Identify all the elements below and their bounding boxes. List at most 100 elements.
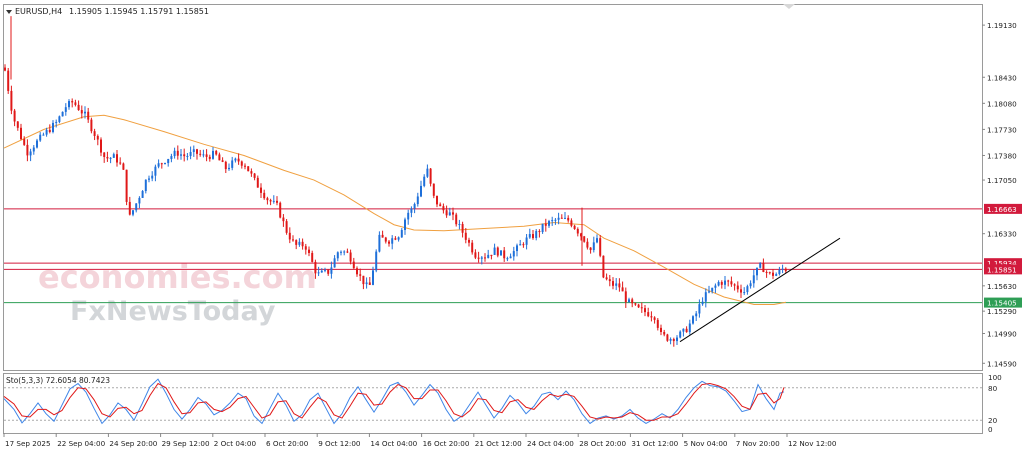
candle-body [20,127,22,140]
candle-body [749,283,752,287]
candle-body [589,247,592,251]
candle-body [196,149,198,154]
candle-body [244,165,246,167]
level-label-last: 1.15851 [987,265,1017,274]
candle-body [583,236,586,242]
candle-body [410,208,413,213]
candle-body [468,239,470,243]
candle-body [698,304,701,314]
price-tick-label: 1.17380 [987,151,1017,160]
candle-body [503,250,506,259]
candle-body [368,282,371,285]
candle-body [628,299,630,303]
candle-body [564,217,566,219]
candle-body [512,251,515,257]
candle-body [103,152,106,157]
candle-body [311,252,314,262]
candle-body [445,210,448,216]
candle-body [148,178,150,180]
candle-body [202,154,205,156]
candle-body [592,242,595,251]
scroll-marker-icon[interactable] [783,4,795,9]
trendline[interactable] [679,237,841,343]
level-label-support-bg [984,297,1022,308]
candle-body [672,339,675,342]
candle-body [157,163,160,167]
menu-triangle-icon[interactable] [6,10,12,14]
candle-body [381,234,384,238]
price-tick-label: 1.15290 [987,307,1017,316]
candle-body [656,319,659,328]
candle-body [173,150,176,157]
candle-body [733,284,736,286]
candle-body [64,107,67,112]
candle-body [455,214,458,225]
time-axis: 17 Sep 2025 22 Sep 04:00 24 Sep 20:00 29 Se… [3,433,837,448]
candle-body [711,287,714,292]
candle-body [730,281,733,285]
candle-body [205,154,208,157]
candle-body [80,110,83,114]
stochastic-axis: 100 80 200 [988,373,1002,434]
candle-body [682,328,685,332]
candle-body [567,217,570,221]
candle-body [624,291,627,303]
level-label-resistance-bg [984,203,1022,214]
price-tick-label: 1.17730 [987,125,1017,134]
candle-body [631,299,634,304]
candle-body [615,283,618,286]
candle-body [256,177,259,188]
candle-body [119,162,122,164]
candle-body [224,161,227,170]
watermark-economies: economies.com [38,258,317,296]
candle-body [7,70,10,91]
candle-body [87,111,90,120]
candle-body [391,238,394,244]
candle-body [208,156,211,159]
candle-body [231,160,234,168]
candle-body [669,339,672,341]
candle-body [263,192,266,199]
candle-body [621,287,624,292]
candle-body [333,258,336,268]
candle-body [544,223,547,226]
price-tick-label: 1.14590 [987,359,1017,368]
candle-body [144,179,147,192]
price-tick-label: 1.17050 [987,176,1017,185]
candle-body [282,217,285,222]
level-label-current: 1.15934 [987,259,1017,268]
candle-body [176,150,179,156]
candle-body [772,272,774,276]
candle-body [452,212,454,215]
candle-body [23,139,26,145]
candle-body [420,185,422,197]
candle-body [240,161,243,166]
candle-body [349,252,352,262]
candle-body [413,204,416,209]
candle-body [295,240,298,245]
candle-body [32,147,35,152]
candle-body [756,267,758,276]
candle-body [775,274,778,276]
candle-body [228,167,230,170]
candle-body [532,234,534,239]
candle-body [266,198,269,201]
candle-body [308,249,310,253]
candle-body [496,247,499,256]
candle-body [125,169,128,202]
candle-body [141,191,144,198]
candle-body [42,134,45,136]
time-tick-label: 2 Oct 04:00 [214,439,257,448]
candle-body [93,131,96,136]
stochastic-label: Sto(5,3,3) 72.6054 80.7423 [6,376,110,385]
candle-body [74,102,77,105]
symbol-label: EURUSD,H4 [15,7,62,16]
candle-body [548,221,550,226]
candle-body [221,160,224,162]
stochastic-tick-label: 80 [988,384,998,393]
time-tick-label: 17 Sep 2025 [5,439,51,448]
candle-body [746,286,749,293]
candle-body [362,275,365,285]
